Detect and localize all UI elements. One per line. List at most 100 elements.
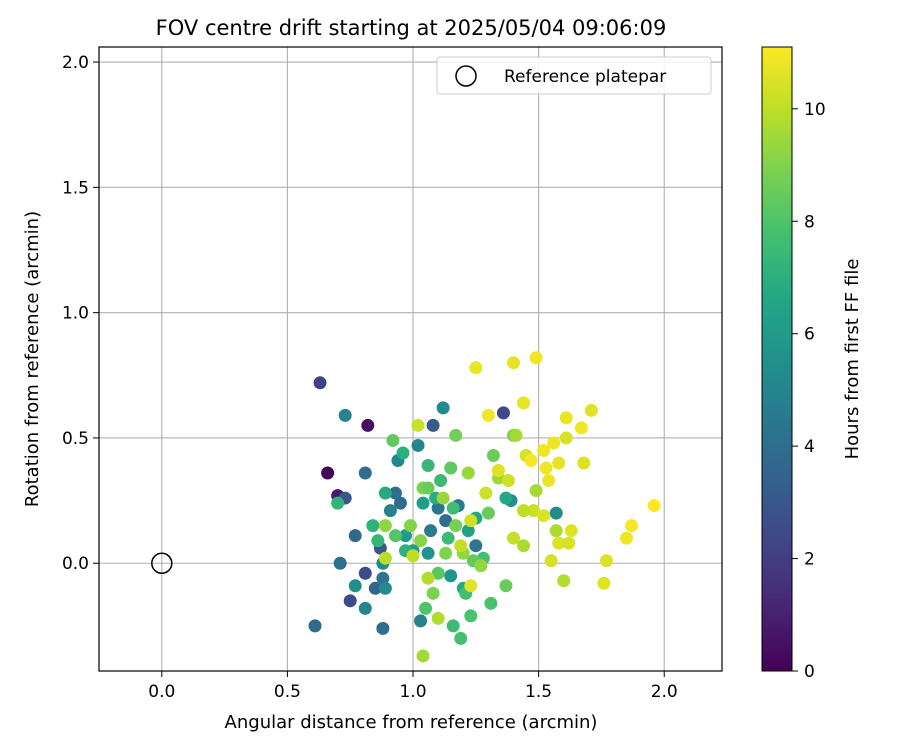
- x-axis-ticks: 0.0 0.5 1.0 1.5 2.0: [148, 671, 678, 702]
- colorbar-tick-label: 6: [804, 325, 815, 345]
- data-point: [426, 586, 440, 600]
- data-point: [584, 403, 598, 417]
- data-point: [506, 531, 520, 545]
- data-point: [421, 571, 435, 585]
- data-point: [647, 499, 661, 513]
- data-point: [421, 481, 435, 495]
- data-point: [348, 579, 362, 593]
- data-point: [361, 418, 375, 432]
- data-point: [436, 491, 450, 505]
- data-point: [416, 649, 430, 663]
- grid-lines: [99, 47, 722, 671]
- data-point: [486, 448, 500, 462]
- data-point: [537, 509, 551, 523]
- data-point: [539, 461, 553, 475]
- data-point: [527, 504, 541, 518]
- data-point: [544, 554, 558, 568]
- data-point: [509, 428, 523, 442]
- data-point: [446, 501, 460, 515]
- data-point: [419, 601, 433, 615]
- x-tick-label: 2.0: [651, 682, 678, 702]
- data-point: [564, 524, 578, 538]
- data-point: [358, 601, 372, 615]
- y-axis-label: Rotation from reference (arcmin): [22, 211, 43, 507]
- data-points: [308, 351, 661, 663]
- data-point: [552, 456, 566, 470]
- data-point: [338, 408, 352, 422]
- data-point: [454, 539, 468, 553]
- data-point: [358, 466, 372, 480]
- data-point: [404, 519, 417, 533]
- data-point: [431, 501, 445, 515]
- data-point: [386, 433, 400, 447]
- legend-label: Reference platepar: [504, 67, 666, 87]
- data-point: [479, 486, 493, 500]
- data-point: [481, 506, 495, 520]
- data-point: [542, 474, 556, 488]
- colorbar-label: Hours from first FF file: [842, 259, 863, 460]
- colorbar-tick-label: 0: [804, 662, 815, 682]
- data-point: [424, 524, 438, 538]
- data-point: [441, 531, 455, 545]
- data-point: [506, 356, 520, 370]
- data-point: [620, 531, 634, 545]
- data-point: [454, 631, 468, 645]
- data-point: [444, 461, 458, 475]
- data-point: [537, 443, 551, 457]
- data-point: [388, 529, 402, 543]
- y-tick-label: 0.5: [62, 429, 89, 449]
- data-point: [421, 546, 435, 560]
- colorbar-tick-label: 4: [804, 437, 815, 457]
- data-point: [321, 466, 335, 480]
- chart-title: FOV centre drift starting at 2025/05/04 …: [156, 16, 667, 40]
- data-point: [597, 576, 611, 590]
- data-point: [348, 529, 362, 543]
- data-point: [308, 619, 322, 633]
- legend-box: [436, 56, 712, 95]
- data-point: [559, 411, 573, 425]
- data-point: [398, 529, 412, 543]
- data-point: [333, 556, 347, 570]
- data-point: [491, 464, 505, 478]
- data-point: [529, 351, 543, 365]
- data-point: [431, 611, 445, 625]
- data-point: [376, 621, 390, 635]
- data-point: [464, 579, 478, 593]
- data-point: [439, 546, 453, 560]
- data-point: [343, 594, 357, 608]
- data-point: [469, 361, 483, 375]
- data-point: [517, 396, 531, 410]
- colorbar-ticks: 0 2 4 6 8 10: [792, 100, 826, 682]
- data-point: [414, 534, 428, 548]
- data-point: [414, 614, 428, 628]
- data-point: [499, 491, 513, 505]
- data-point: [416, 496, 430, 510]
- colorbar-tick-label: 10: [804, 100, 826, 120]
- data-point: [469, 539, 483, 553]
- data-point: [331, 496, 345, 510]
- data-point: [461, 524, 475, 538]
- data-point: [481, 408, 495, 422]
- data-point: [499, 579, 513, 593]
- data-point: [559, 431, 573, 445]
- data-point: [557, 574, 571, 588]
- data-point: [358, 566, 372, 580]
- data-point: [406, 549, 420, 563]
- colorbar-tick-label: 8: [804, 212, 815, 232]
- data-point: [378, 551, 392, 565]
- data-point: [501, 474, 515, 488]
- data-point: [449, 428, 463, 442]
- data-point: [313, 376, 327, 390]
- reference-platepar-marker: [151, 552, 173, 574]
- plot-frame: [98, 46, 723, 672]
- data-point: [449, 519, 463, 533]
- y-tick-label: 1.0: [62, 304, 89, 324]
- data-point: [371, 534, 385, 548]
- data-point: [396, 446, 410, 460]
- colorbar: [761, 46, 793, 672]
- data-point: [426, 418, 440, 432]
- x-tick-label: 1.5: [525, 682, 552, 702]
- data-point: [434, 474, 448, 488]
- data-point: [524, 453, 538, 467]
